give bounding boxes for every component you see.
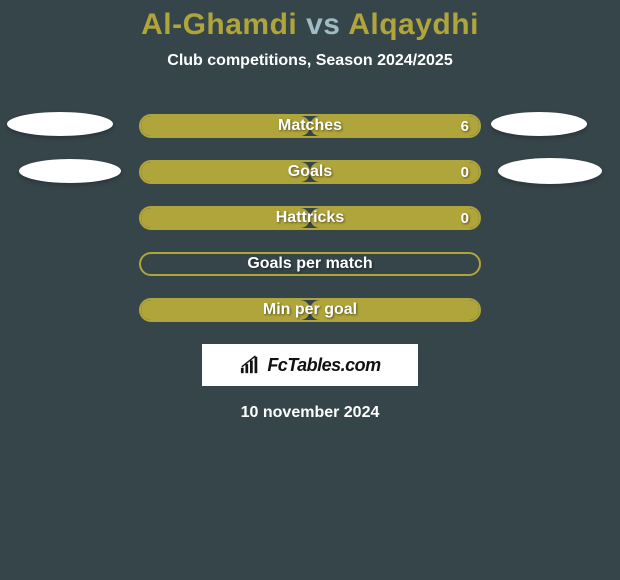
stat-value-right: 0 xyxy=(461,210,469,227)
badge-ellipse-right xyxy=(491,112,587,136)
stat-row: Min per goal xyxy=(0,298,620,322)
stat-bar: Min per goal xyxy=(139,298,481,322)
badge-ellipse-right xyxy=(498,158,602,184)
chart-icon xyxy=(239,355,261,375)
subtitle: Club competitions, Season 2024/2025 xyxy=(0,52,620,70)
stat-bar: Goals 0 xyxy=(139,160,481,184)
stat-label: Min per goal xyxy=(263,301,357,319)
page-title: Al-Ghamdi vs Alqaydhi xyxy=(0,0,620,42)
title-player1: Al-Ghamdi xyxy=(141,8,297,41)
watermark-text: FcTables.com xyxy=(267,355,380,376)
stat-label: Hattricks xyxy=(276,209,344,227)
stat-label: Matches xyxy=(278,117,342,135)
stat-bar: Hattricks 0 xyxy=(139,206,481,230)
badge-ellipse-left xyxy=(7,112,113,136)
title-player2: Alqaydhi xyxy=(348,8,479,41)
date-text: 10 november 2024 xyxy=(0,404,620,422)
stat-bar: Matches 6 xyxy=(139,114,481,138)
bar-fill-right xyxy=(310,162,479,182)
stat-row: Goals per match xyxy=(0,252,620,276)
stat-label: Goals per match xyxy=(247,255,372,273)
badge-ellipse-left xyxy=(19,159,121,183)
stat-row: Matches 6 xyxy=(0,114,620,138)
stat-label: Goals xyxy=(288,163,332,181)
stat-row: Goals 0 xyxy=(0,160,620,184)
stats-area: Matches 6 Goals 0 Hattricks 0 Goals per match M… xyxy=(0,114,620,322)
title-vs: vs xyxy=(306,8,340,41)
stat-value-right: 6 xyxy=(461,118,469,135)
stat-value-right: 0 xyxy=(461,164,469,181)
stat-row: Hattricks 0 xyxy=(0,206,620,230)
watermark: FcTables.com xyxy=(202,344,418,386)
stat-bar: Goals per match xyxy=(139,252,481,276)
bar-fill-left xyxy=(141,162,310,182)
